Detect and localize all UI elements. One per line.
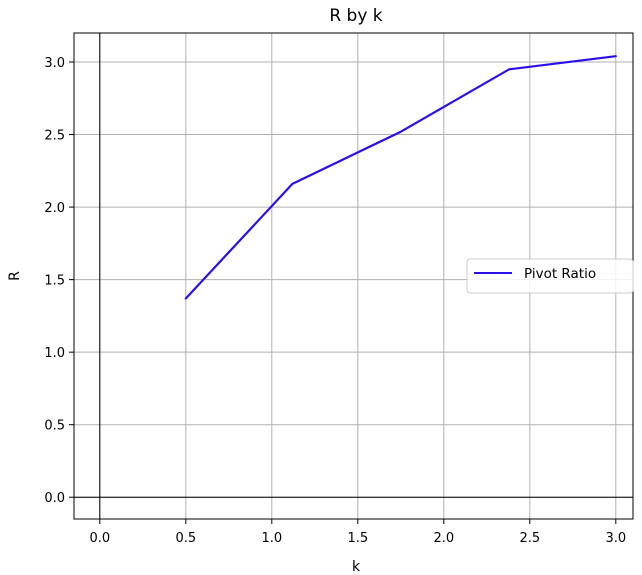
x-tick-label: 0.0 bbox=[89, 531, 110, 546]
y-tick-label: 0.0 bbox=[44, 491, 65, 506]
x-tick-label: 2.0 bbox=[433, 531, 454, 546]
x-axis-label: k bbox=[352, 559, 361, 575]
y-ticks: 0.0 0.5 1.0 1.5 2.0 2.5 3.0 bbox=[44, 56, 74, 506]
y-tick-label: 2.0 bbox=[44, 201, 65, 216]
series-layer bbox=[184, 55, 617, 300]
y-axis-label: R bbox=[7, 271, 23, 281]
series-line bbox=[184, 55, 617, 300]
x-tick-label: 3.0 bbox=[605, 531, 626, 546]
x-tick-label: 1.0 bbox=[261, 531, 282, 546]
legend-box bbox=[466, 258, 634, 294]
y-tick-label: 1.5 bbox=[44, 274, 65, 289]
legend: Pivot Ratio bbox=[466, 258, 634, 294]
y-tick-label: 0.5 bbox=[44, 419, 65, 434]
x-tick-label: 2.5 bbox=[519, 531, 540, 546]
y-tick-label: 3.0 bbox=[44, 56, 65, 71]
zero-lines bbox=[74, 33, 633, 519]
chart-title: R by k bbox=[329, 6, 382, 26]
legend-label: Pivot Ratio bbox=[524, 266, 596, 282]
y-tick-label: 2.5 bbox=[44, 129, 65, 144]
x-ticks: 0.0 0.5 1.0 1.5 2.0 2.5 3.0 bbox=[89, 519, 626, 546]
y-tick-label: 1.0 bbox=[44, 346, 65, 361]
x-tick-label: 1.5 bbox=[347, 531, 368, 546]
x-tick-label: 0.5 bbox=[175, 531, 196, 546]
